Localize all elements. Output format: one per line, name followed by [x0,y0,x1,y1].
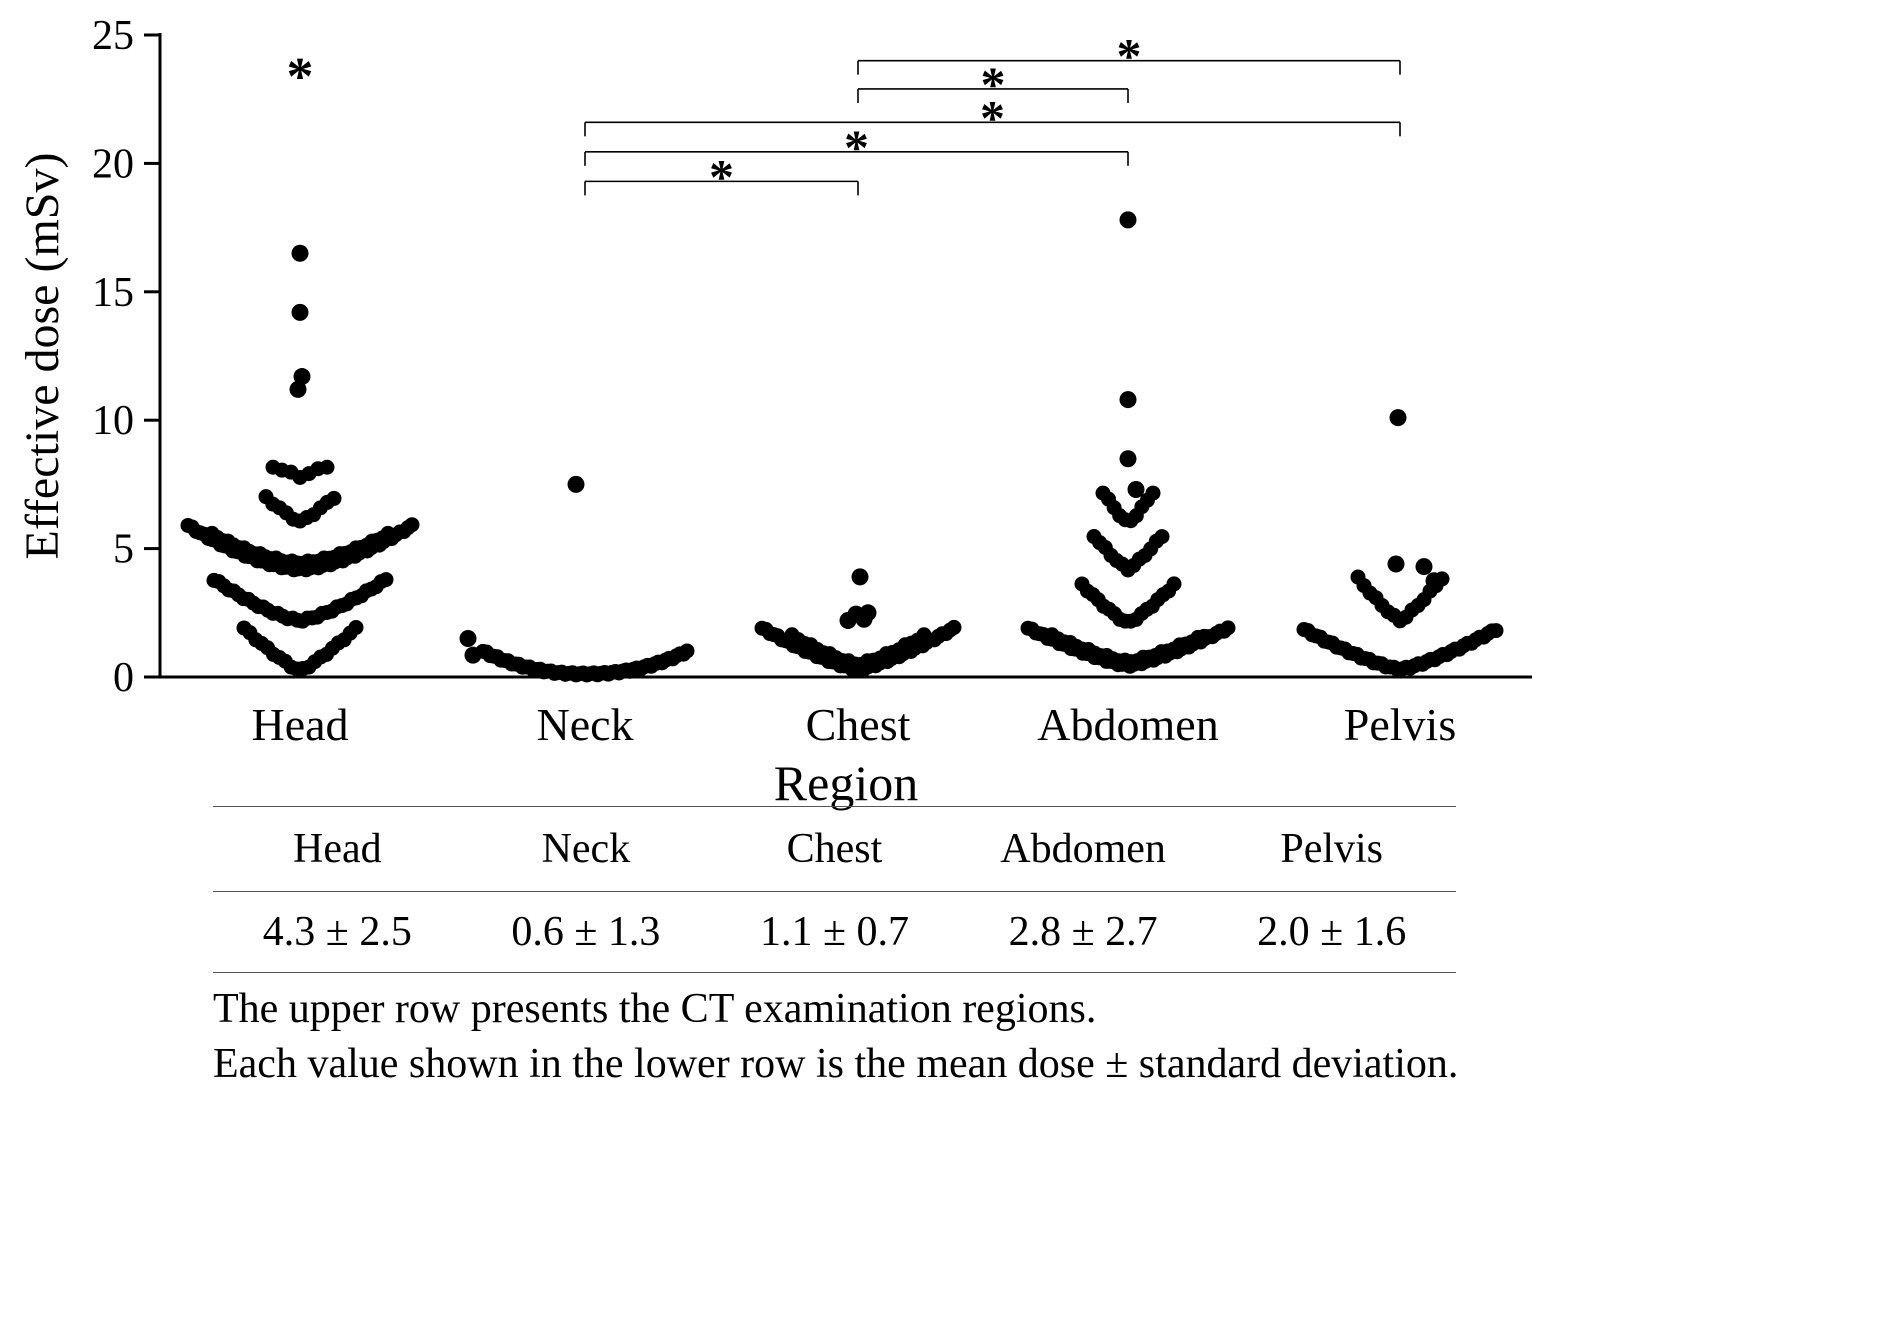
swarm-point-chest [946,619,962,635]
category-label: Neck [536,699,633,750]
swarm-point-abdomen [1127,481,1145,499]
significance-asterisk: * [980,89,1005,145]
swarm-point-abdomen [1119,211,1137,229]
swarm-point-head [291,303,309,321]
swarm-point-abdomen [1145,485,1161,501]
swarm-point-abdomen [1119,450,1137,468]
footnote-line-2: Each value shown in the lower row is the… [213,1040,1459,1087]
swarm-point-head [378,572,394,588]
y-axis-title: Effective dose (mSv) [16,153,69,560]
summary-header-abdomen: Abdomen [1000,826,1166,872]
swarm-point-neck [567,475,585,493]
swarm-point-chest [916,627,932,643]
summary-table-header-row: Head Neck Chest Abdomen Pelvis [213,807,1456,892]
y-tick-label: 5 [113,527,134,573]
category-label: Head [251,699,348,750]
summary-header-chest: Chest [786,826,883,872]
category-label: Chest [806,699,911,750]
summary-header-pelvis: Pelvis [1280,826,1384,872]
swarm-point-neck [459,629,477,647]
swarm-point-pelvis [1387,555,1405,573]
swarm-point-abdomen [1154,529,1170,545]
swarm-point-head [326,490,342,506]
swarm-point-head [289,380,307,398]
swarm-point-head [319,459,335,475]
swarm-point-abdomen [1119,391,1137,409]
category-label: Abdomen [1037,699,1218,750]
summary-value-head: 4.3 ± 2.5 [262,909,412,955]
y-tick-label: 20 [92,141,134,187]
footnotes: The upper row presents the CT examinatio… [213,982,1458,1091]
swarm-point-chest [851,568,869,586]
footnote-line-1: The upper row presents the CT examinatio… [213,986,1097,1032]
swarm-point-chest [859,604,877,622]
significance-asterisk: * [844,119,869,175]
swarm-point-pelvis [1488,623,1504,639]
y-tick-label: 10 [92,398,134,444]
swarm-point-neck [679,643,695,659]
swarm-point-head [348,619,364,635]
swarm-point-head [404,517,420,533]
summary-table-value-row: 4.3 ± 2.5 0.6 ± 1.3 1.1 ± 0.7 2.8 ± 2.7 … [213,892,1456,972]
summary-header-head: Head [292,826,382,872]
summary-header-neck: Neck [541,826,631,872]
x-axis-title: Region [774,755,918,811]
category-label: Pelvis [1344,699,1456,750]
significance-asterisk: * [981,56,1006,112]
summary-value-pelvis: 2.0 ± 1.6 [1257,909,1407,955]
y-tick-label: 15 [92,270,134,316]
swarm-point-head [291,244,309,262]
summary-value-chest: 1.1 ± 0.7 [759,909,910,955]
swarm-point-pelvis [1415,558,1433,576]
swarm-point-pelvis [1389,409,1407,427]
summary-value-neck: 0.6 ± 1.3 [511,909,661,955]
swarm-point-head [380,525,396,541]
y-tick-label: 0 [113,655,134,701]
significance-asterisk: * [709,148,734,204]
swarm-point-abdomen [1220,620,1236,636]
swarm-point-abdomen [1196,628,1212,644]
summary-value-abdomen: 2.8 ± 2.7 [1008,909,1158,955]
swarm-point-abdomen [1166,576,1182,592]
summary-table: Head Neck Chest Abdomen Pelvis 4.3 ± 2.5… [213,806,1456,973]
y-tick-label: 25 [92,13,134,59]
significance-asterisk-head: * [287,47,314,107]
swarm-point-pelvis [1425,572,1443,590]
swarm-point-head [293,368,311,386]
significance-asterisk: * [1117,28,1142,84]
swarm-point-neck [464,646,482,664]
